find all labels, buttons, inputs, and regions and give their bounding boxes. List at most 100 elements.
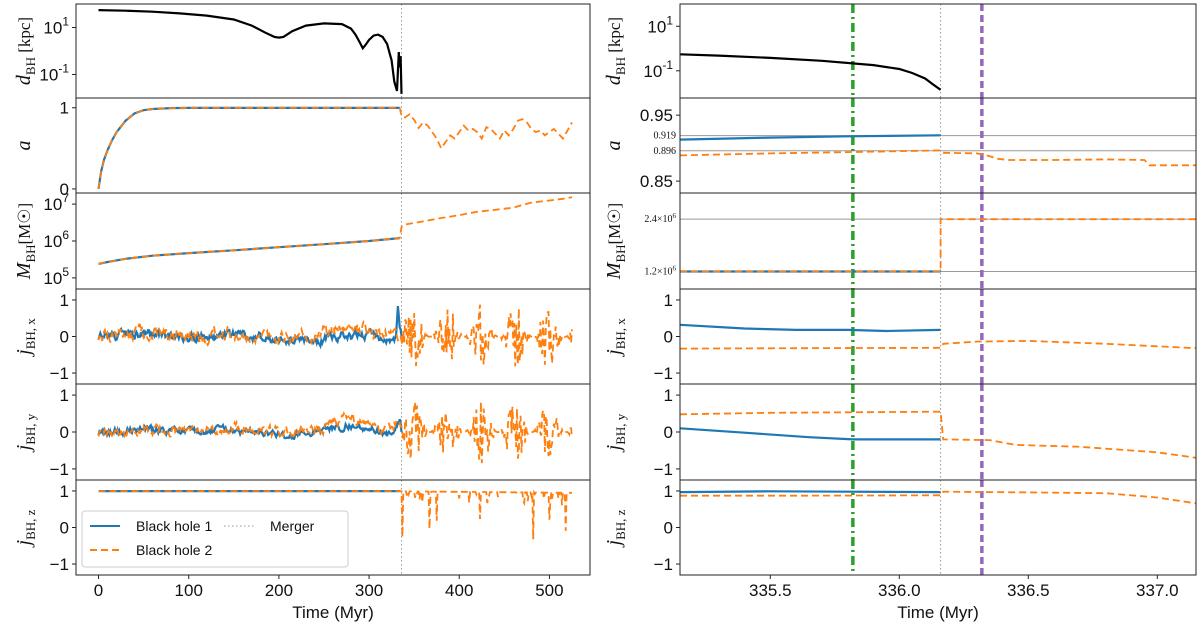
legend-label: Black hole 1 xyxy=(136,518,212,534)
y-tick-label: 0 xyxy=(60,180,69,199)
y-tick-label: 1 xyxy=(60,291,69,310)
y-tick-label: 0 xyxy=(60,423,69,442)
series-line xyxy=(680,323,941,333)
y-tick-label: 0.95 xyxy=(640,106,673,125)
y-tick-label: 0 xyxy=(664,519,673,538)
subplot-5: 1 0 −1 jBH, y xyxy=(13,383,591,481)
series-line xyxy=(98,196,573,265)
y-axis-label: jBH, x xyxy=(13,318,38,358)
y-axis-label: jBH, x xyxy=(603,318,628,358)
y-tick-label: 0.919 xyxy=(654,131,677,142)
y-tick-label: 0 xyxy=(60,328,69,347)
series-line xyxy=(680,490,941,494)
y-axis-label: dBH [kpc] xyxy=(603,17,628,85)
series-line xyxy=(97,306,403,350)
subplot-2: 0 1 a xyxy=(13,97,591,199)
legend-label: Black hole 2 xyxy=(136,542,212,558)
x-tick-label: 300 xyxy=(355,581,383,600)
y-tick-label: 101 xyxy=(647,13,673,36)
axes-frame xyxy=(75,3,591,99)
y-tick-label: −1 xyxy=(50,364,69,383)
axes-frame xyxy=(679,288,1197,385)
subplot-4: 1 0 −1 jBH, x xyxy=(13,288,591,385)
legend: Black hole 1 Black hole 2 Merger xyxy=(81,510,349,568)
series-line xyxy=(680,53,942,91)
x-tick-label: 335.5 xyxy=(749,581,792,600)
y-tick-label: 0.896 xyxy=(654,146,677,157)
y-tick-label: 0 xyxy=(60,519,69,538)
series-line xyxy=(680,149,1196,167)
y-tick-label: 1.2×106 xyxy=(644,265,676,278)
y-tick-label: −1 xyxy=(654,460,673,479)
series-line xyxy=(680,339,1196,350)
axes-frame xyxy=(679,3,1197,99)
y-axis-label: MBH[M☉] xyxy=(13,203,38,280)
series-line xyxy=(680,427,941,441)
y-tick-label: 107 xyxy=(43,191,69,214)
x-tick-label: 0 xyxy=(94,581,103,600)
series-line xyxy=(97,304,573,367)
subplot-3: 2.4×106 1.2×106 MBH[M☉] xyxy=(603,192,1197,290)
series-line xyxy=(680,410,1196,459)
series-line xyxy=(98,487,572,540)
y-tick-label: 1 xyxy=(664,386,673,405)
series-line xyxy=(680,490,1196,505)
axes-frame xyxy=(679,383,1197,481)
y-axis-label: a xyxy=(13,141,35,151)
y-axis-label: jBH, z xyxy=(13,509,38,548)
y-tick-label: 10-1 xyxy=(643,58,673,81)
y-tick-label: 2.4×106 xyxy=(644,212,676,225)
legend-label: Merger xyxy=(270,518,315,534)
y-tick-label: −1 xyxy=(50,555,69,574)
subplot-4: 1 0 −1 jBH, x xyxy=(603,288,1197,385)
y-tick-label: 0.85 xyxy=(640,172,673,191)
axes-frame xyxy=(75,192,591,290)
series-line xyxy=(97,106,400,190)
series-line xyxy=(680,218,1196,273)
series-line xyxy=(98,9,403,94)
series-line xyxy=(97,401,573,464)
y-tick-label: 10-1 xyxy=(39,62,69,85)
y-axis-label: jBH, y xyxy=(603,413,628,453)
x-tick-label: 200 xyxy=(265,581,293,600)
subplot-2: 0.95 0.85 0.919 0.896 a xyxy=(603,97,1197,194)
y-axis-label: dBH [kpc] xyxy=(13,17,38,85)
x-tick-label: 336.5 xyxy=(1007,581,1050,600)
axes-frame xyxy=(75,97,591,194)
y-tick-label: 1 xyxy=(60,386,69,405)
y-tick-label: −1 xyxy=(654,555,673,574)
x-axis-label: Time (Myr) xyxy=(292,603,374,622)
subplot-1: 101 10-1 dBH [kpc] xyxy=(603,3,1197,99)
y-axis-label: jBH, z xyxy=(603,509,628,548)
series-line xyxy=(97,107,573,190)
y-tick-label: −1 xyxy=(654,364,673,383)
y-tick-label: 0 xyxy=(664,423,673,442)
y-tick-label: 1 xyxy=(60,99,69,118)
subplot-6: 1 0 −1 jBH, z xyxy=(13,479,591,576)
y-axis-label: jBH, y xyxy=(13,413,38,453)
y-tick-label: −1 xyxy=(50,460,69,479)
y-tick-label: 105 xyxy=(43,265,69,288)
x-tick-label: 337.0 xyxy=(1136,581,1179,600)
y-axis-label: MBH[M☉] xyxy=(603,203,628,280)
y-axis-label: a xyxy=(603,141,625,151)
subplot-6: 1 0 −1 jBH, z xyxy=(603,479,1197,576)
legend-box xyxy=(81,510,349,568)
axes-frame xyxy=(679,192,1197,290)
x-tick-label: 500 xyxy=(535,581,563,600)
y-tick-label: 1 xyxy=(60,482,69,501)
x-tick-label: 336.0 xyxy=(878,581,921,600)
subplot-5: 1 0 −1 jBH, y xyxy=(603,383,1197,481)
y-tick-label: 101 xyxy=(43,15,69,38)
x-tick-label: 100 xyxy=(175,581,203,600)
y-tick-label: 1 xyxy=(664,291,673,310)
y-tick-label: 106 xyxy=(43,228,69,251)
x-tick-label: 400 xyxy=(445,581,473,600)
y-tick-label: 1 xyxy=(664,482,673,501)
series-line xyxy=(680,134,941,141)
